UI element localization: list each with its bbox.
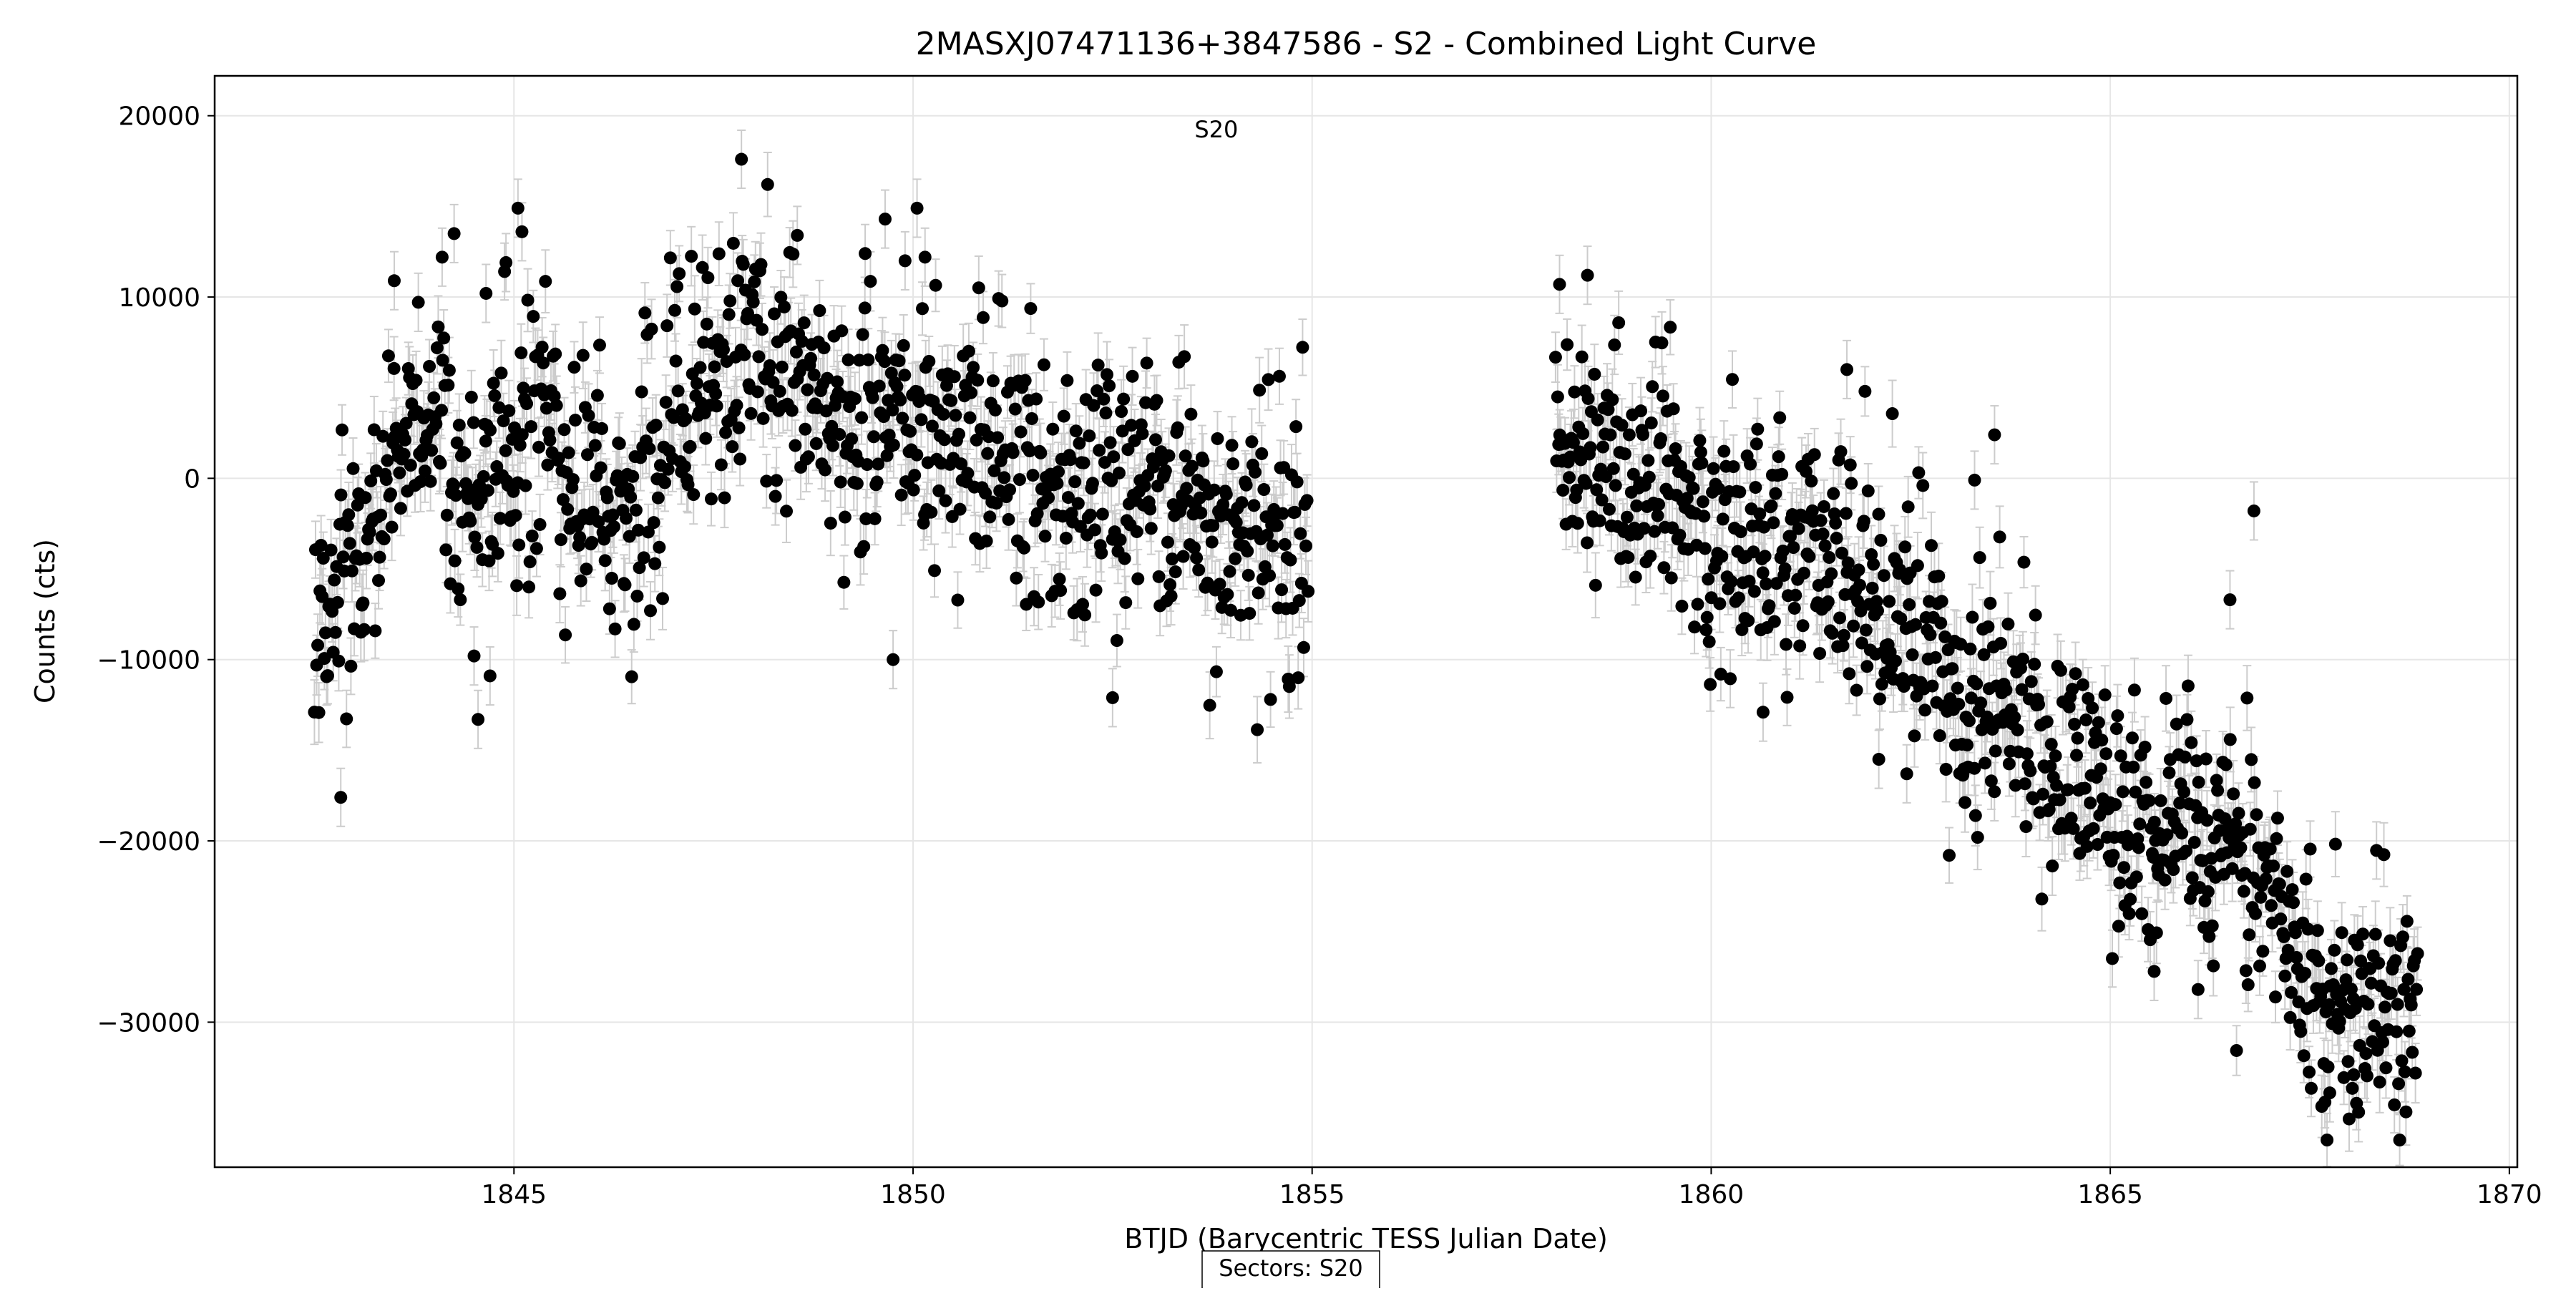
error-bars — [310, 130, 2421, 1166]
